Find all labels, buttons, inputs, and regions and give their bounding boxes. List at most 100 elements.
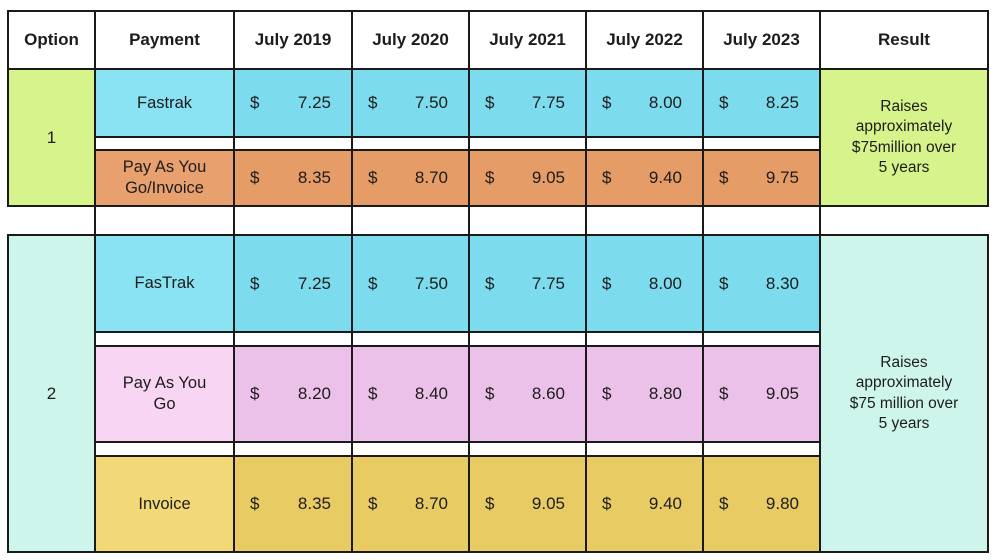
divider-row <box>8 206 988 235</box>
header-row: Option Payment July 2019 July 2020 July … <box>7 10 989 70</box>
currency-symbol: $ <box>719 273 729 293</box>
price-value: 7.50 <box>414 273 448 293</box>
header-july-2020: July 2020 <box>351 10 470 70</box>
price-cell: $9.05 <box>702 345 821 443</box>
spacer-cell <box>94 442 235 456</box>
price-value: 8.25 <box>765 93 799 112</box>
currency-symbol: $ <box>485 273 495 293</box>
spacer-cell <box>468 332 587 346</box>
option2-payg-row: Pay As You Go $8.20 $8.40 $8.60 $8.80 $9… <box>8 345 988 443</box>
currency-symbol: $ <box>250 93 260 112</box>
price-cell: $7.75 <box>468 68 587 138</box>
spacer-cell <box>351 137 470 150</box>
currency-symbol: $ <box>602 494 612 513</box>
divider-cell <box>819 206 988 235</box>
divider-cell <box>94 206 235 235</box>
spacer-cell <box>702 137 821 150</box>
spacer-cell <box>233 442 353 456</box>
price-cell: $8.35 <box>233 149 353 207</box>
header-july-2021: July 2021 <box>468 10 587 70</box>
spacer-cell <box>702 442 821 456</box>
price-value: 9.40 <box>648 168 682 187</box>
divider-cell <box>233 206 353 235</box>
price-cell: $7.50 <box>351 234 470 333</box>
spacer-cell <box>233 332 353 346</box>
header-july-2022: July 2022 <box>585 10 704 70</box>
price-value: 9.80 <box>765 494 799 513</box>
result-option-1: Raises approximately $75million over 5 y… <box>819 68 989 207</box>
payment-label-fastrak-2: FasTrak <box>94 234 235 333</box>
price-value: 9.75 <box>765 168 799 187</box>
price-cell: $9.05 <box>468 149 587 207</box>
header-payment: Payment <box>94 10 235 70</box>
currency-symbol: $ <box>602 93 612 112</box>
currency-symbol: $ <box>602 384 612 403</box>
price-cell: $8.30 <box>702 234 821 333</box>
payment-label-invoice: Invoice <box>94 455 235 553</box>
divider-cell <box>351 206 470 235</box>
currency-symbol: $ <box>485 168 495 187</box>
currency-symbol: $ <box>250 168 260 187</box>
divider-cell <box>468 206 587 235</box>
price-cell: $9.40 <box>585 455 704 553</box>
price-value: 8.40 <box>414 384 448 403</box>
price-cell: $9.75 <box>702 149 821 207</box>
spacer-cell <box>94 137 235 150</box>
price-cell: $7.25 <box>233 234 353 333</box>
spacer-cell <box>585 332 704 346</box>
currency-symbol: $ <box>368 494 378 513</box>
price-cell: $9.40 <box>585 149 704 207</box>
price-value: 9.05 <box>531 168 565 187</box>
price-cell: $7.25 <box>233 68 353 138</box>
price-value: 7.50 <box>414 93 448 112</box>
currency-symbol: $ <box>719 384 729 403</box>
header-option: Option <box>7 10 96 70</box>
option2-invoice-row: Invoice $8.35 $8.70 $9.05 $9.40 $9.80 <box>8 455 988 553</box>
price-value: 9.05 <box>765 384 799 403</box>
spacer-cell <box>94 332 235 346</box>
spacer-cell <box>702 332 821 346</box>
currency-symbol: $ <box>250 273 260 293</box>
spacer-row <box>8 442 988 456</box>
price-cell: $7.75 <box>468 234 587 333</box>
price-cell: $8.20 <box>233 345 353 443</box>
currency-symbol: $ <box>485 93 495 112</box>
price-value: 7.75 <box>531 93 565 112</box>
currency-symbol: $ <box>485 494 495 513</box>
spacer-row <box>8 137 988 150</box>
header-result: Result <box>819 10 989 70</box>
price-cell: $7.50 <box>351 68 470 138</box>
currency-symbol: $ <box>602 168 612 187</box>
price-value: 8.00 <box>648 93 682 112</box>
currency-symbol: $ <box>602 273 612 293</box>
price-value: 8.20 <box>297 384 331 403</box>
spacer-cell <box>233 137 353 150</box>
toll-pricing-table: Option Payment July 2019 July 2020 July … <box>7 10 989 553</box>
price-value: 7.75 <box>531 273 565 293</box>
currency-symbol: $ <box>250 494 260 513</box>
price-cell: $8.35 <box>233 455 353 553</box>
price-cell: $8.00 <box>585 68 704 138</box>
price-value: 7.25 <box>297 93 331 112</box>
divider-cell <box>8 206 96 235</box>
spacer-cell <box>351 332 470 346</box>
spacer-cell <box>585 137 704 150</box>
payment-label-fastrak: Fastrak <box>94 68 235 138</box>
price-value: 8.70 <box>414 168 448 187</box>
option-2-cell: 2 <box>7 234 96 553</box>
price-cell: $9.80 <box>702 455 821 553</box>
price-cell: $8.25 <box>702 68 821 138</box>
price-value: 8.35 <box>297 168 331 187</box>
price-value: 7.25 <box>297 273 331 293</box>
currency-symbol: $ <box>719 494 729 513</box>
currency-symbol: $ <box>719 168 729 187</box>
option2-fastrak-row: 2 FasTrak $7.25 $7.50 $7.75 $8.00 $8.30 … <box>7 234 989 553</box>
spacer-cell <box>585 442 704 456</box>
price-cell: $8.00 <box>585 234 704 333</box>
currency-symbol: $ <box>485 384 495 403</box>
option1-fastrak-row: 1 Fastrak $7.25 $7.50 $7.75 $8.00 $8.25 … <box>7 68 989 207</box>
price-cell: $8.60 <box>468 345 587 443</box>
price-value: 8.00 <box>648 273 682 293</box>
spacer-cell <box>351 442 470 456</box>
